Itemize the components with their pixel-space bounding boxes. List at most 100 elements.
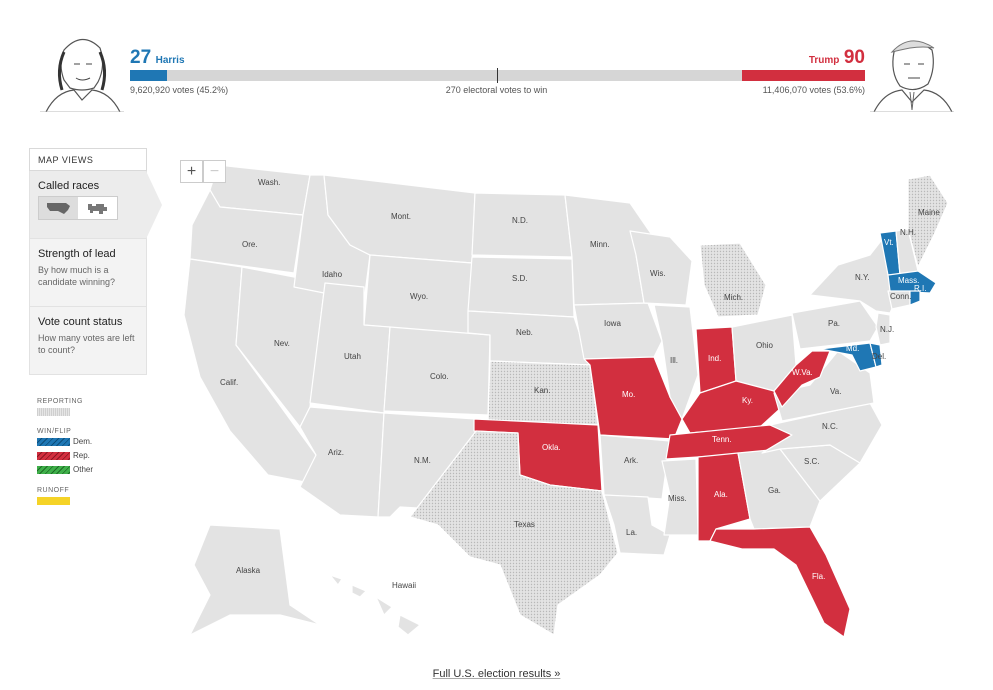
state-hawaii[interactable] xyxy=(329,574,421,636)
label-wis: Wis. xyxy=(650,269,666,278)
view-strength-label: Strength of lead xyxy=(38,248,116,260)
reporting-swatch xyxy=(37,407,70,416)
state-mich[interactable] xyxy=(699,242,767,318)
legend-other: Other xyxy=(73,465,94,474)
state-wis[interactable] xyxy=(629,230,693,306)
label-nd: N.D. xyxy=(512,216,528,225)
label-sd: S.D. xyxy=(512,274,528,283)
legend-winflip-label: WIN/FLIP xyxy=(37,428,72,435)
state-ark[interactable] xyxy=(599,434,671,500)
map-views-panel: MAP VIEWS Called races Strength of lead … xyxy=(29,148,162,375)
legend-runoff-label: RUNOFF xyxy=(37,487,70,494)
state-md[interactable] xyxy=(819,342,877,372)
label-ohio: Ohio xyxy=(756,341,773,350)
label-pa: Pa. xyxy=(828,319,840,328)
label-del: Del. xyxy=(872,352,886,361)
state-miss[interactable] xyxy=(661,458,699,536)
rep-swatch xyxy=(37,451,70,460)
state-maine[interactable] xyxy=(907,174,949,268)
label-okla: Okla. xyxy=(542,443,561,452)
label-vt: Vt. xyxy=(884,238,894,247)
label-ill: Ill. xyxy=(670,356,678,365)
label-ark: Ark. xyxy=(624,456,638,465)
zoom-in-button[interactable]: + xyxy=(180,160,203,183)
harris-popular-votes: 9,620,920 votes (45.2%) xyxy=(130,85,229,95)
legend-reporting: REPORTING xyxy=(37,398,83,419)
state-alaska[interactable] xyxy=(189,524,321,636)
harris-label: 27 Harris xyxy=(130,47,185,69)
view-called-races[interactable]: Called races xyxy=(29,171,162,239)
view-vote-count-sub: How many votes are left to count? xyxy=(38,333,135,355)
state-la[interactable] xyxy=(603,494,671,556)
state-sd[interactable] xyxy=(467,256,575,318)
cartogram-map-button[interactable] xyxy=(78,197,117,219)
label-mich: Mich. xyxy=(724,293,743,302)
legend-winflip: WIN/FLIP Dem. Rep. Other xyxy=(37,428,93,477)
label-idaho: Idaho xyxy=(322,270,343,279)
label-wash: Wash. xyxy=(258,178,280,187)
label-neb: Neb. xyxy=(516,328,533,337)
label-nj: N.J. xyxy=(880,325,894,334)
view-vote-count-status[interactable]: Vote count status How many votes are lef… xyxy=(29,307,147,375)
trump-electoral-votes: 90 xyxy=(843,47,865,68)
label-sc: S.C. xyxy=(804,457,820,466)
runoff-swatch xyxy=(37,496,70,505)
label-la: La. xyxy=(626,528,637,537)
map-views-title: MAP VIEWS xyxy=(29,148,147,171)
label-texas: Texas xyxy=(514,520,535,529)
label-utah: Utah xyxy=(344,352,361,361)
label-wyo: Wyo. xyxy=(410,292,428,301)
label-ky: Ky. xyxy=(742,396,753,405)
label-nev: Nev. xyxy=(274,339,290,348)
state-mass[interactable] xyxy=(887,270,937,294)
state-nc[interactable] xyxy=(761,402,883,464)
view-strength-sub: By how much is a candidate winning? xyxy=(38,265,116,287)
legend-runoff: RUNOFF xyxy=(37,487,73,508)
state-ore[interactable] xyxy=(189,189,304,274)
harris-bar-fill xyxy=(130,70,167,81)
trump-name: Trump xyxy=(808,55,840,66)
full-results-link[interactable]: Full U.S. election results » xyxy=(432,668,561,680)
label-md: Md. xyxy=(846,344,859,353)
full-results-link-container: Full U.S. election results » xyxy=(0,668,993,680)
harris-electoral-votes: 27 xyxy=(130,47,152,68)
state-nd[interactable] xyxy=(471,192,573,258)
state-texas[interactable] xyxy=(409,430,619,636)
label-wva: W.Va. xyxy=(792,368,813,377)
view-called-races-label: Called races xyxy=(38,180,100,192)
threshold-marker xyxy=(497,68,498,83)
state-fla[interactable] xyxy=(709,526,851,638)
trump-popular-votes: 11,406,070 votes (53.6%) xyxy=(762,85,865,95)
label-colo: Colo. xyxy=(430,372,449,381)
label-maine: Maine xyxy=(918,208,940,217)
harris-name: Harris xyxy=(155,55,185,66)
legend-dem: Dem. xyxy=(73,437,93,446)
state-pa[interactable] xyxy=(791,300,879,350)
state-va[interactable] xyxy=(773,350,875,422)
label-kan: Kan. xyxy=(534,386,550,395)
geographic-map-button[interactable] xyxy=(39,197,78,219)
state-ri[interactable] xyxy=(909,290,921,306)
cartogram-icon xyxy=(87,204,107,214)
other-swatch xyxy=(37,465,70,474)
state-del[interactable] xyxy=(869,342,883,368)
state-iowa[interactable] xyxy=(573,302,663,360)
label-ala: Ala. xyxy=(714,490,728,499)
label-ny: N.Y. xyxy=(855,273,870,282)
state-nj[interactable] xyxy=(875,312,891,346)
trump-portrait xyxy=(866,30,958,113)
view-strength-of-lead[interactable]: Strength of lead By how much is a candid… xyxy=(29,239,147,307)
zoom-controls: + − xyxy=(180,160,226,183)
state-ariz[interactable] xyxy=(299,406,385,518)
label-mass: Mass. xyxy=(898,276,919,285)
label-alaska: Alaska xyxy=(236,566,261,575)
state-mo[interactable] xyxy=(583,356,683,440)
state-colo[interactable] xyxy=(383,326,491,416)
label-mont: Mont. xyxy=(391,212,411,221)
state-wva[interactable] xyxy=(773,350,831,408)
label-mo: Mo. xyxy=(622,390,635,399)
view-vote-count-label: Vote count status xyxy=(38,316,123,328)
label-minn: Minn. xyxy=(590,240,610,249)
zoom-out-button[interactable]: − xyxy=(203,160,226,183)
label-ore: Ore. xyxy=(242,240,258,249)
